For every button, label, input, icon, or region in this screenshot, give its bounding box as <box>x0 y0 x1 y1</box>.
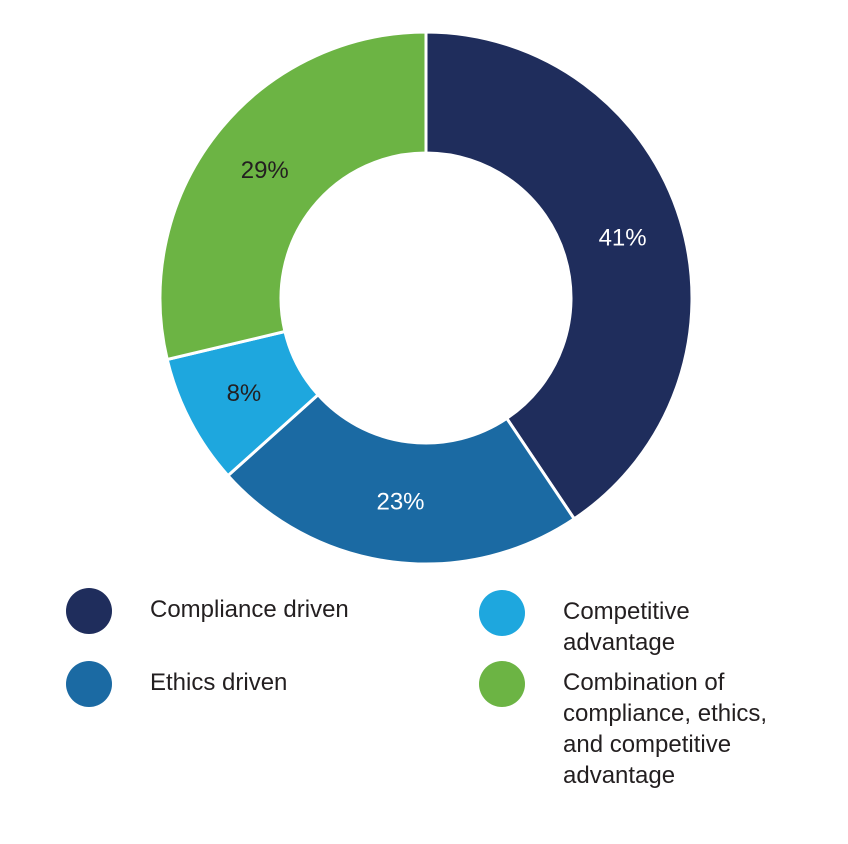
legend-item-compliance-driven: Compliance driven <box>66 588 390 634</box>
legend-swatch-compliance-driven <box>66 588 112 634</box>
donut-slices <box>158 30 694 566</box>
slice-ethics-driven <box>225 392 577 566</box>
donut-value-labels: 41% 23% 8% 29% <box>227 157 647 515</box>
value-label-compliance-driven: 41% <box>599 225 647 252</box>
legend-label-combination: Combination of compliance, ethics, and c… <box>563 669 768 789</box>
legend-item-combination: Combination of compliance, ethics, and c… <box>479 661 803 791</box>
legend-item-competitive-advantage: Competitive advantage <box>479 590 803 658</box>
donut-chart: 41% 23% 8% 29% <box>158 30 694 566</box>
legend-swatch-combination <box>479 661 525 707</box>
legend-swatch-competitive-advantage <box>479 590 525 636</box>
legend-label-competitive-advantage: Competitive advantage <box>563 598 690 656</box>
value-label-ethics-driven: 23% <box>376 488 424 515</box>
legend-item-ethics-driven: Ethics driven <box>66 661 390 707</box>
value-label-combination-of-compliance-ethics-and-competitive-advantage: 29% <box>241 157 289 184</box>
slice-combination-of-compliance-ethics-and-competitive-advantage <box>158 30 428 362</box>
legend-label-ethics-driven: Ethics driven <box>150 669 288 696</box>
value-label-competitive-advantage: 8% <box>227 380 262 407</box>
slice-compliance-driven <box>424 30 694 521</box>
legend-label-compliance-driven: Compliance driven <box>150 596 349 623</box>
legend-swatch-ethics-driven <box>66 661 112 707</box>
